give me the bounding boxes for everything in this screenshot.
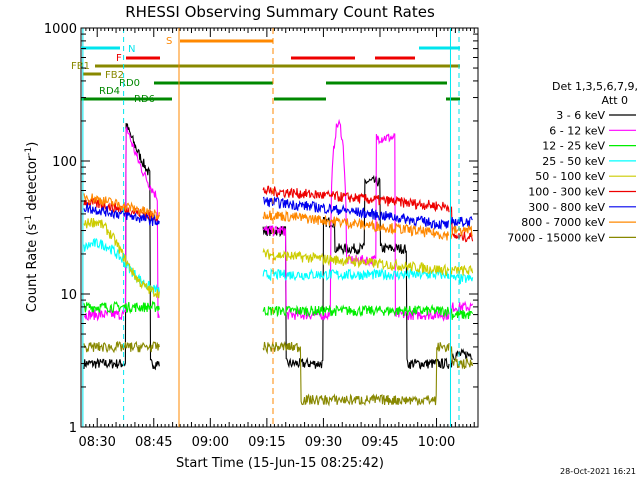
x-tick-label: 09:30: [305, 435, 342, 450]
flag-label-fb2: FB2: [105, 70, 124, 81]
series-trace: [83, 340, 160, 354]
series-trace: [83, 201, 160, 227]
x-tick-label: 09:15: [248, 435, 285, 450]
legend-entry-label: 50 - 100 keV: [535, 170, 605, 183]
series-trace: [262, 247, 450, 277]
y-axis-label-mid: detector: [25, 155, 40, 215]
x-tick-label: 09:00: [192, 435, 229, 450]
series-800-7000-kev: [83, 193, 473, 241]
divider-layer: [82, 28, 460, 427]
series-trace: [450, 216, 473, 227]
series-trace: [450, 224, 473, 240]
series-trace: [262, 174, 450, 370]
y-tick-label: 1000: [44, 22, 77, 37]
x-axis: 08:30 08:45 09:00 09:15 09:30 09:45 10:00: [78, 28, 475, 450]
series-50-100-kev: [83, 217, 474, 299]
series-trace: [262, 118, 450, 322]
legend-header-line1: Det 1,3,5,6,7,9,: [552, 80, 638, 93]
y-axis-label-sup1: -1: [24, 215, 34, 224]
series-trace: [83, 125, 160, 322]
series-7000-15000-kev: [83, 340, 474, 407]
legend-entry-label: 800 - 7000 keV: [521, 216, 605, 229]
series-trace: [262, 267, 450, 282]
series-trace: [262, 340, 450, 407]
series-trace: [83, 123, 160, 371]
x-tick-label: 09:45: [361, 435, 398, 450]
series-trace: [262, 185, 450, 213]
legend-entry-label: 6 - 12 keV: [549, 124, 605, 137]
flag-label-rd4: RD4: [99, 86, 120, 97]
x-tick-label: 10:00: [418, 435, 455, 450]
y-axis-label-main: Count Rate (s: [25, 224, 40, 313]
series-trace: [450, 346, 474, 370]
series-trace: [450, 300, 474, 314]
series-3-6-kev: [83, 123, 473, 371]
series-6-12-kev: [83, 118, 474, 322]
x-tick-label: 08:30: [78, 435, 115, 450]
y-tick-label: 100: [52, 155, 77, 170]
flag-label-rd6: RD6: [134, 94, 155, 105]
series-trace: [450, 272, 474, 285]
series-trace: [83, 300, 160, 315]
flag-label-s: S: [166, 36, 172, 47]
legend-entry-label: 100 - 300 keV: [528, 186, 605, 199]
legend-entry-label: 12 - 25 keV: [542, 140, 605, 153]
series-trace: [450, 308, 474, 320]
legend-entry-label: 3 - 6 keV: [556, 109, 605, 122]
chart-title: RHESSI Observing Summary Count Rates: [125, 3, 435, 21]
y-axis-label-sup2: -1: [24, 147, 34, 156]
footer-date: 28-Oct-2021 16:21: [560, 467, 636, 476]
series-trace: [83, 217, 160, 299]
series-12-25-kev: [83, 300, 474, 320]
flag-label-rd0: RD0: [119, 78, 140, 89]
y-axis-label-end: ): [25, 142, 40, 147]
legend: Det 1,3,5,6,7,9, Att 0 3 - 6 keV 6 - 12 k…: [507, 80, 638, 244]
series-trace: [262, 196, 449, 231]
legend-entry-label: 25 - 50 keV: [542, 155, 605, 168]
x-axis-label: Start Time (15-Jun-15 08:25:42): [176, 456, 384, 471]
series-layer: [83, 118, 474, 407]
x-tick-label: 08:45: [135, 435, 172, 450]
plot-frame: [80, 27, 479, 428]
series-trace: [262, 209, 450, 241]
legend-header-line2: Att 0: [602, 94, 628, 107]
flag-label-n: N: [128, 44, 135, 55]
series-300-800-kev: [83, 196, 473, 231]
series-trace: [450, 347, 473, 368]
series-trace: [262, 303, 450, 318]
y-tick-label: 10: [60, 288, 77, 303]
series-trace: [83, 193, 160, 220]
flag-label-fb1: FB1: [71, 61, 90, 72]
y-tick-label: 1: [69, 421, 77, 436]
legend-entry-label: 7000 - 15000 keV: [507, 231, 605, 244]
series-trace: [450, 264, 474, 276]
y-axis-label: Count Rate (s-1 detector-1): [24, 142, 40, 313]
flag-label-f: F: [116, 53, 122, 64]
plot-area: [80, 27, 479, 428]
legend-entry-label: 300 - 800 keV: [528, 201, 605, 214]
